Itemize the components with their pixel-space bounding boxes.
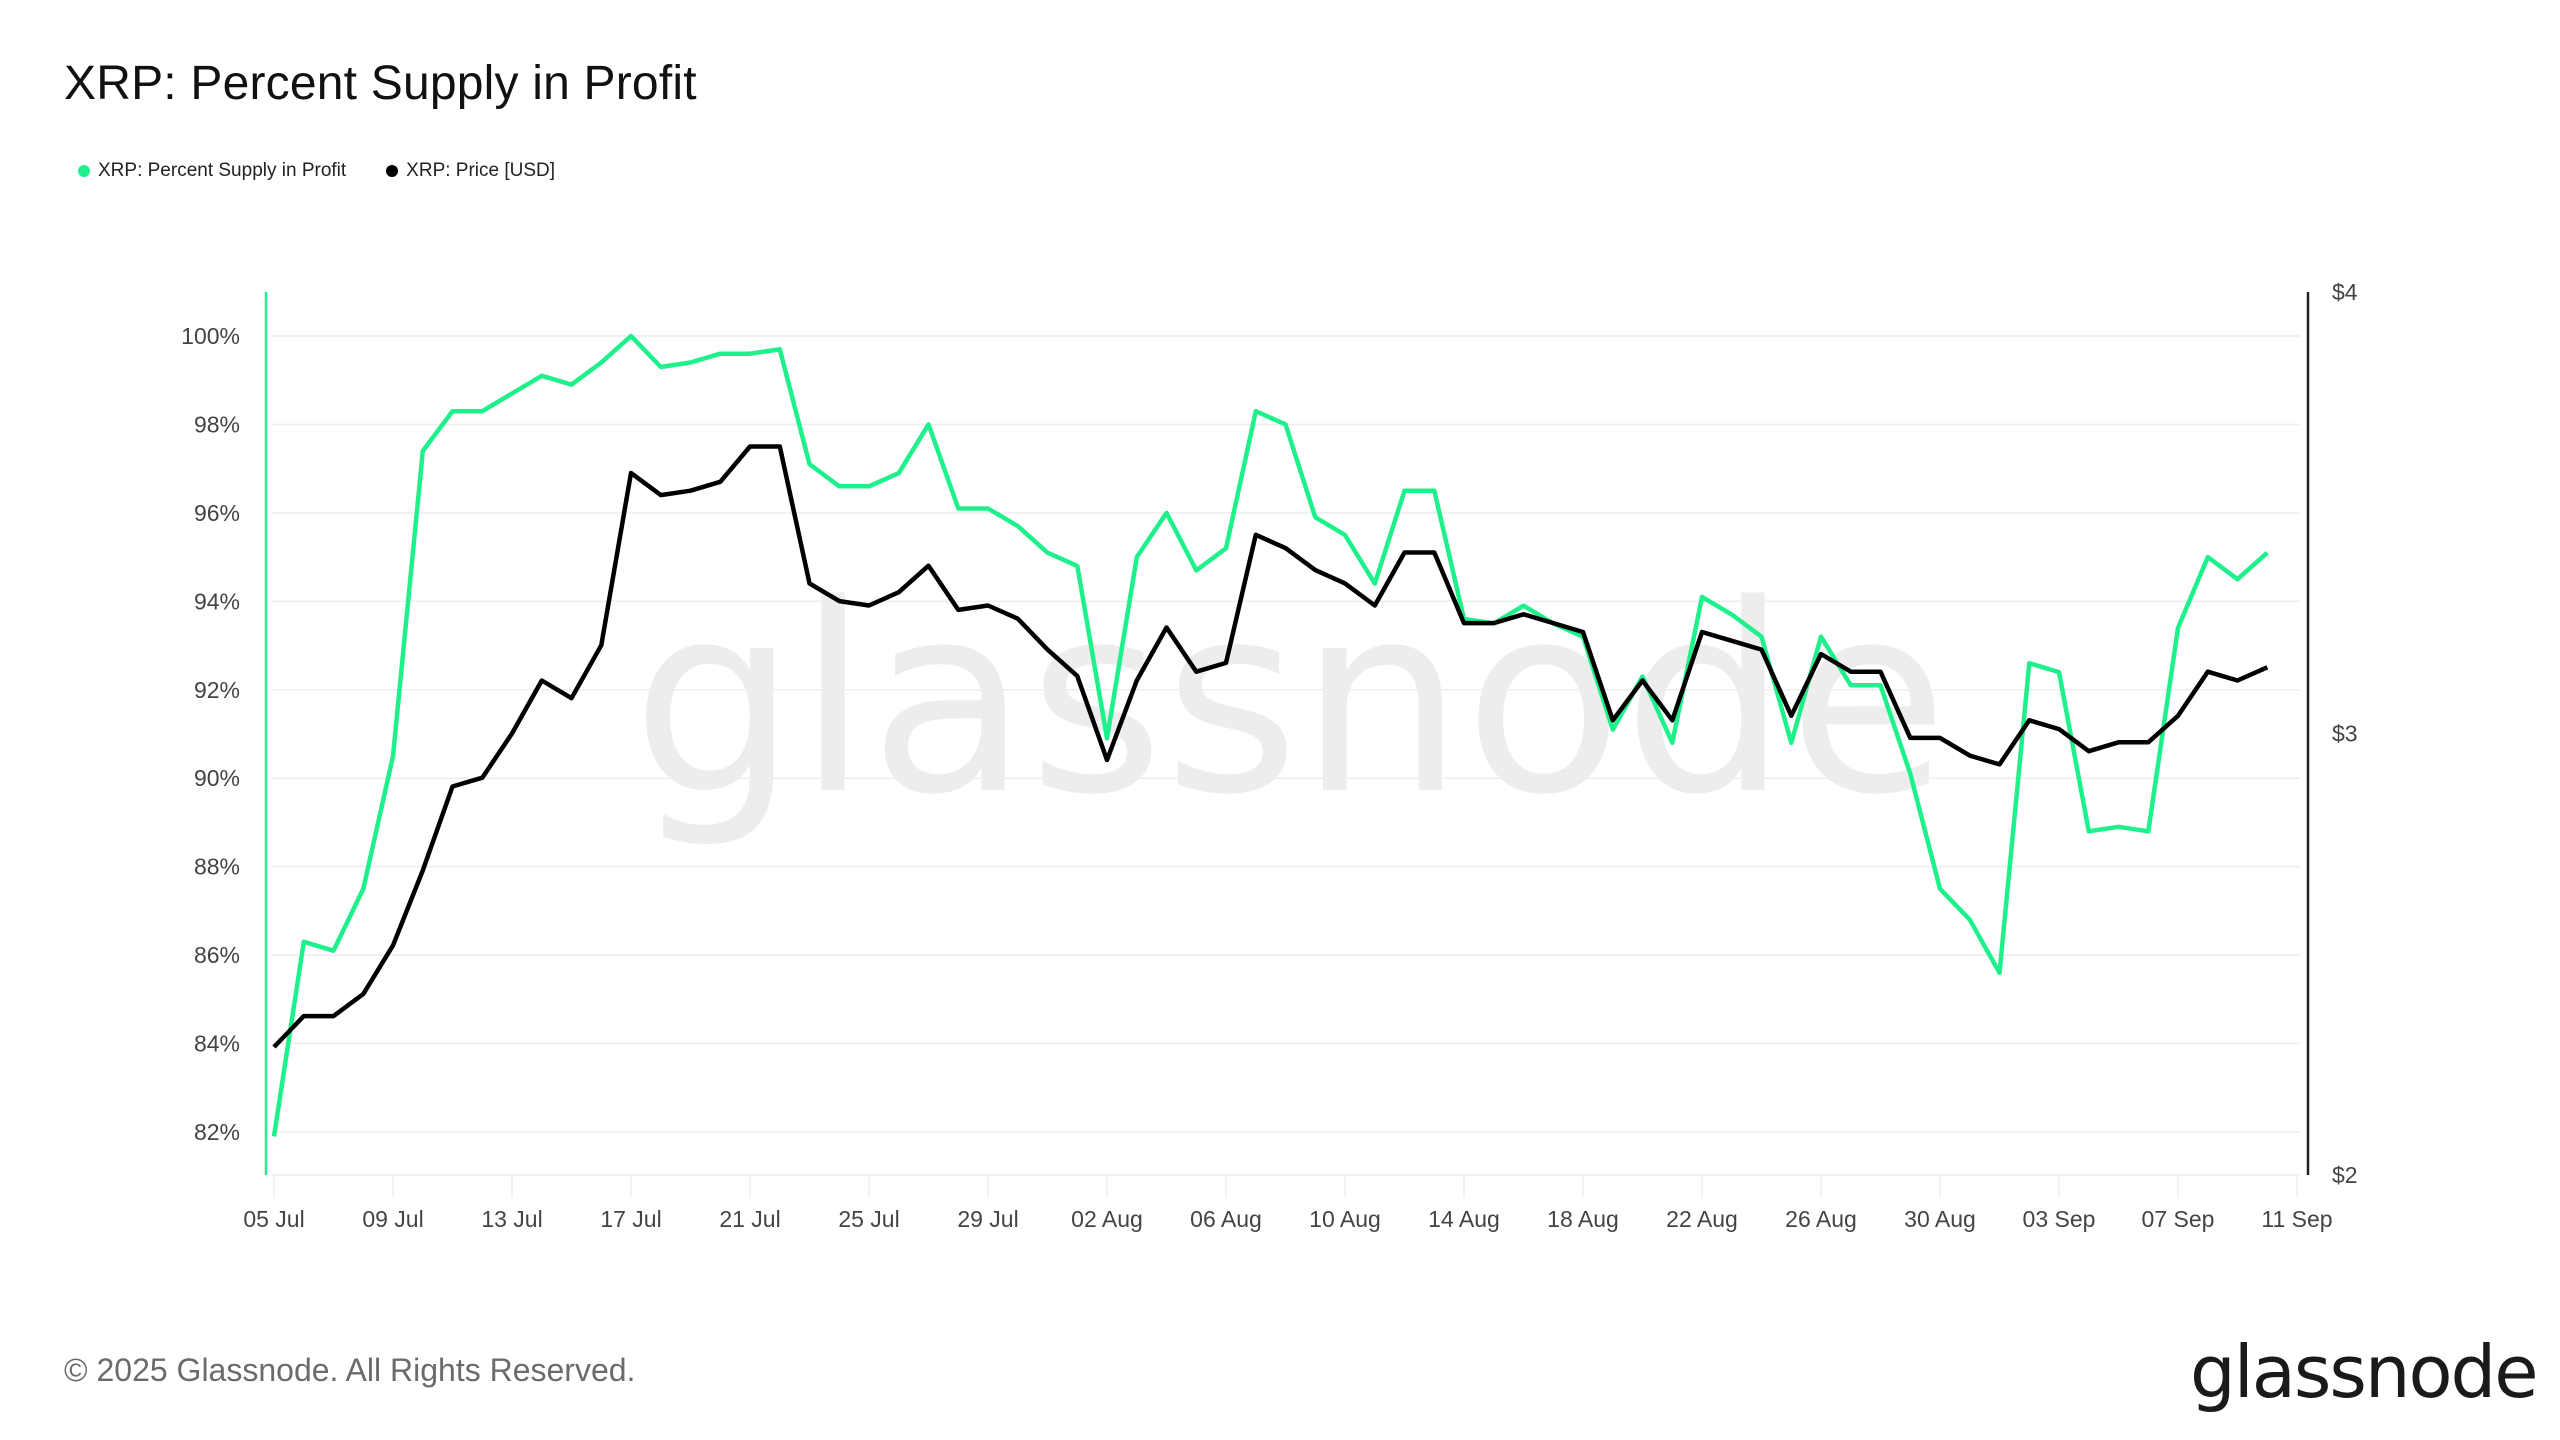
y-tick-label: 96% (194, 500, 240, 526)
legend-label-price: XRP: Price [USD] (406, 160, 556, 181)
y2-tick-label: $3 (2332, 721, 2358, 747)
y-tick-label: 92% (194, 677, 240, 703)
x-tick-label: 07 Sep (2142, 1206, 2215, 1232)
chart-title: XRP: Percent Supply in Profit (64, 57, 697, 110)
x-tick-label: 18 Aug (1547, 1206, 1619, 1232)
y-tick-label: 90% (194, 765, 240, 791)
x-tick-label: 17 Jul (600, 1206, 661, 1232)
x-tick-label: 02 Aug (1071, 1206, 1143, 1232)
y-tick-label: 88% (194, 854, 240, 880)
x-tick-label: 09 Jul (362, 1206, 423, 1232)
legend: XRP: Percent Supply in Profit XRP: Price… (78, 160, 555, 182)
watermark: glassnode (632, 550, 1948, 852)
x-tick-label: 13 Jul (481, 1206, 542, 1232)
y-tick-label: 98% (194, 411, 240, 437)
y-tick-label: 100% (181, 323, 240, 349)
legend-label-supply: XRP: Percent Supply in Profit (98, 160, 347, 181)
y-tick-label: 94% (194, 588, 240, 614)
x-tick-label: 22 Aug (1666, 1206, 1738, 1232)
x-tick-label: 26 Aug (1785, 1206, 1857, 1232)
glassnode-logo: glassnode (2190, 1330, 2539, 1414)
y2-tick-label: $4 (2332, 279, 2358, 305)
y2-tick-label: $2 (2332, 1162, 2358, 1188)
copyright-text: © 2025 Glassnode. All Rights Reserved. (64, 1352, 636, 1388)
x-tick-label: 29 Jul (957, 1206, 1018, 1232)
x-tick-label: 11 Sep (2261, 1206, 2332, 1232)
black-dot-icon (386, 165, 399, 177)
x-tick-label: 05 Jul (243, 1206, 304, 1232)
y-tick-label: 86% (194, 942, 240, 968)
x-tick-label: 03 Sep (2023, 1206, 2096, 1232)
x-tick-label: 21 Jul (719, 1206, 780, 1232)
x-tick-label: 06 Aug (1190, 1206, 1262, 1232)
y-tick-label: 82% (194, 1119, 240, 1145)
x-tick-label: 10 Aug (1309, 1206, 1381, 1232)
x-tick-label: 14 Aug (1428, 1206, 1500, 1232)
x-tick-label: 30 Aug (1904, 1206, 1976, 1232)
supply-in-profit-line (271, 333, 2269, 1137)
green-dot-icon (78, 165, 90, 177)
y-tick-label: 84% (194, 1031, 240, 1057)
x-tick-label: 25 Jul (838, 1206, 899, 1232)
legend-item-supply[interactable]: XRP: Percent Supply in Profit (78, 160, 346, 182)
price-line (272, 444, 2269, 1049)
legend-item-price[interactable]: XRP: Price [USD] (386, 160, 555, 182)
